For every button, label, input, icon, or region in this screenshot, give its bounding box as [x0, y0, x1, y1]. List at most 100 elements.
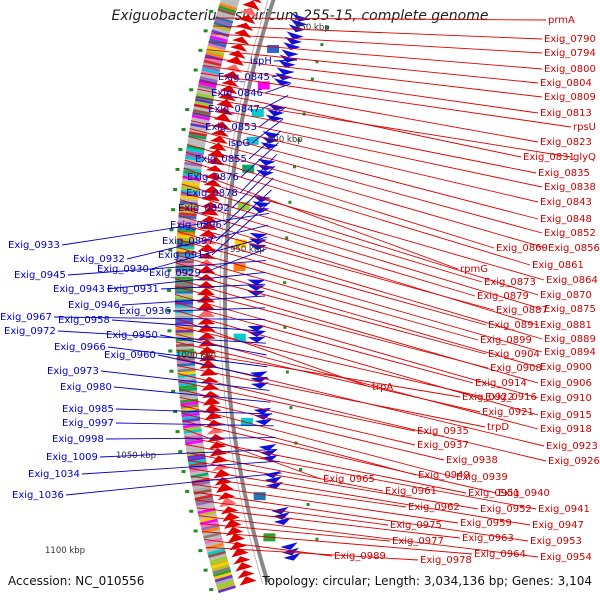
cog-segment	[187, 142, 206, 148]
forward-label-leader	[186, 143, 547, 249]
reverse-tick	[283, 325, 287, 329]
forward-tick	[198, 48, 203, 52]
cog-segment	[210, 558, 229, 567]
reverse-gene-label: Exig_0896	[170, 220, 222, 231]
forward-gene-arrow	[237, 570, 255, 579]
reverse-tick	[310, 77, 314, 81]
forward-gene-label: Exig_0800	[544, 64, 596, 75]
forward-gene-arrow	[216, 98, 235, 109]
forward-tick	[167, 309, 172, 313]
reverse-label-leader	[240, 142, 279, 178]
forward-label-leader	[176, 349, 461, 398]
forward-gene-arrow	[230, 43, 248, 52]
forward-gene-label: Exig_0935	[417, 426, 469, 437]
cog-segment	[187, 136, 207, 143]
cog-segment	[216, 579, 235, 588]
forward-gene-label: Exig_0861	[532, 260, 584, 271]
forward-label-leader	[200, 523, 391, 542]
forward-tick	[169, 369, 174, 373]
reverse-label-leader	[202, 248, 267, 274]
forward-gene-label: rpmG	[460, 264, 488, 275]
forward-tick	[209, 588, 214, 592]
scale-label: 1000 kbp	[176, 351, 216, 361]
reverse-gene-label: Exig_0855	[195, 154, 247, 165]
reverse-tick	[293, 165, 297, 169]
forward-label-leader	[177, 373, 547, 462]
forward-tick	[193, 68, 198, 72]
forward-label-leader	[201, 531, 473, 555]
reverse-label-leader	[211, 201, 271, 256]
forward-gene-arrow	[209, 135, 228, 144]
forward-label-leader	[174, 286, 489, 369]
cog-segment	[179, 393, 198, 398]
forward-label-leader	[191, 120, 539, 203]
forward-label-leader	[176, 238, 487, 326]
forward-label-leader	[206, 49, 539, 84]
reverse-gene-arrow	[286, 31, 304, 40]
reverse-label-leader	[57, 330, 267, 344]
reverse-gene-arrow	[249, 371, 268, 378]
forward-gene-arrow	[198, 353, 217, 362]
cog-segment	[183, 431, 203, 437]
cog-segment	[184, 158, 203, 165]
cog-segment	[213, 21, 232, 30]
forward-tick	[168, 349, 173, 353]
reverse-cog-block	[240, 417, 253, 426]
forward-gene-label: Exig_0889	[544, 334, 596, 345]
cog-segment	[203, 531, 222, 539]
forward-tick	[209, 9, 214, 13]
reverse-gene-arrow	[281, 547, 300, 556]
forward-label-leader	[198, 515, 539, 558]
forward-gene-label: Exig_0949	[418, 470, 470, 481]
forward-gene-label: Exig_0860	[496, 243, 548, 254]
forward-gene-label: Exig_0923	[546, 441, 598, 452]
forward-label-leader	[179, 207, 476, 297]
reverse-gene-arrow	[260, 142, 279, 150]
forward-gene-arrow	[229, 541, 247, 551]
reverse-gene-arrow	[260, 454, 279, 462]
reverse-label-leader	[239, 154, 277, 194]
forward-gene-label: Exig_0813	[540, 108, 592, 119]
reverse-gene-label: Exig_0950	[106, 330, 158, 341]
cog-segment	[196, 89, 215, 97]
forward-tick	[167, 288, 172, 292]
cog-segment	[185, 445, 205, 451]
reverse-gene-label: Exig_0913	[158, 250, 210, 261]
forward-gene-label: Exig_0962	[408, 502, 460, 513]
forward-label-leader	[175, 325, 484, 398]
reverse-gene-arrow	[259, 449, 278, 457]
cog-segment	[178, 384, 197, 390]
reverse-gene-label: Exig_0972	[4, 326, 56, 337]
forward-gene-arrow	[197, 301, 216, 310]
forward-label-leader	[185, 444, 537, 510]
reverse-tick	[320, 43, 324, 47]
cog-segment	[209, 556, 228, 564]
forward-gene-arrow	[197, 287, 216, 296]
cog-segment	[198, 510, 217, 517]
cog-segment	[209, 35, 228, 43]
cog-segment	[221, 0, 239, 6]
forward-label-leader	[179, 396, 445, 461]
forward-label-leader	[180, 404, 455, 478]
forward-gene-label: Exig_0953	[530, 536, 582, 547]
cog-segment	[181, 409, 200, 415]
cog-segment	[180, 401, 199, 406]
forward-gene-label: Exig_0900	[540, 362, 592, 373]
forward-labels: prmA Exig_0790 Exig_0794 Exig_0800 Exig_0804…	[174, 15, 600, 566]
forward-gene-label: Exig_0915	[540, 410, 592, 421]
reverse-label-leader	[107, 346, 268, 368]
cog-segment	[178, 217, 197, 222]
map-title: Exiguobacterium sibiricum 255-15, comple…	[111, 8, 489, 24]
forward-gene-arrow	[231, 36, 250, 45]
forward-gene-label: Exig_0965	[323, 474, 375, 485]
forward-gene-label: Exig_0864	[546, 275, 598, 286]
cog-segment	[210, 561, 229, 569]
forward-gene-arrow	[205, 419, 224, 428]
cog-segment	[198, 81, 217, 89]
reverse-gene-arrow	[249, 238, 267, 245]
forward-gene-label: Exig_0975	[390, 520, 442, 531]
cog-segment	[196, 92, 215, 99]
forward-tick	[173, 409, 178, 413]
forward-gene-label: Exig_0804	[540, 78, 592, 89]
forward-label-leader	[208, 41, 543, 70]
